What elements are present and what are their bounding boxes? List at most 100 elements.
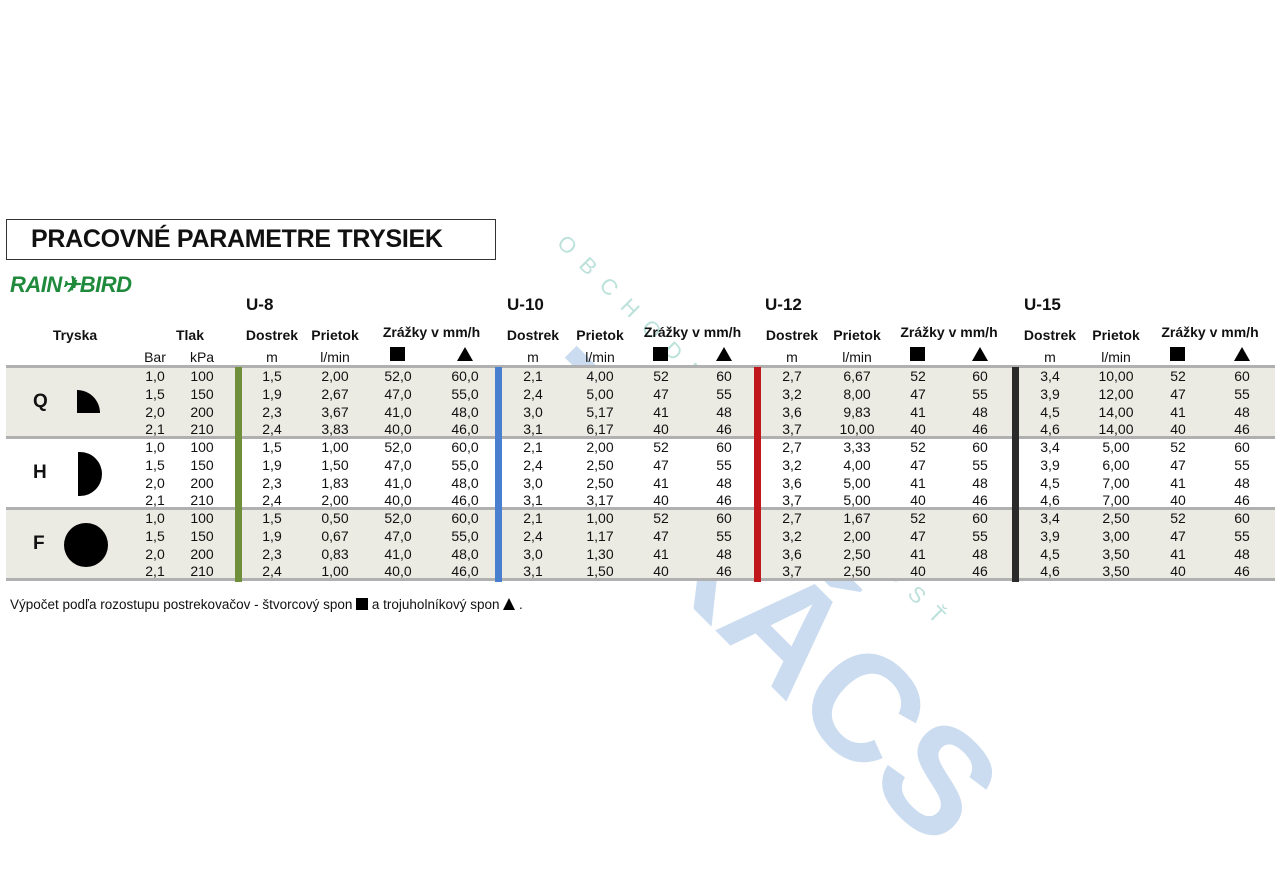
unit-m: m [786,349,798,365]
table-cell: 4,6 [1040,492,1060,509]
table-cell: 100 [190,439,214,455]
model-title-u-15: U-15 [1024,295,1061,314]
table-cell: 48 [716,474,732,491]
row-separator [6,578,1275,581]
table-cell: 52 [653,439,669,455]
header-dostrek: Dostrek [245,327,299,343]
table-cell: 2,3 [262,545,282,562]
table-cell: 4,5 [1040,403,1060,420]
table-cell: 41 [653,545,669,562]
table-cell: 46 [716,421,732,438]
table-cell: 2,7 [782,439,802,455]
table-cell: 48 [972,545,988,562]
table-cell: 200 [190,403,214,420]
table-cell: 41 [1170,403,1186,420]
table-cell: 52 [1170,510,1186,526]
table-cell: 3,1 [523,421,543,438]
table-cell: 5,00 [843,474,871,491]
table-cell: 1,9 [262,456,282,473]
table-cell: 3,4 [1040,439,1060,455]
table-cell: 40 [910,421,926,438]
table-cell: 1,17 [586,527,614,544]
triangle-spacing-icon [457,347,473,361]
header-prietok: Prietok [311,327,359,343]
header-tlak: Tlak [175,327,204,343]
table-cell: 1,50 [321,456,349,473]
table-cell: 1,67 [843,510,871,526]
table-cell: 7,00 [1102,492,1130,509]
header-zrazky: Zrážky v mm/h [900,324,998,340]
table-cell: 47 [653,385,669,402]
table-cell: 52 [653,510,669,526]
table-cell: 100 [190,510,214,526]
table-cell: 60 [972,439,988,455]
table-cell: 2,00 [843,527,871,544]
table-cell: 46 [1234,563,1250,580]
table-cell: 40,0 [384,421,412,438]
table-cell: 3,6 [782,545,802,562]
table-cell: 52 [1170,439,1186,455]
table-cell: 3,9 [1040,385,1060,402]
table-cell: 3,0 [523,403,543,420]
header-zrazky: Zrážky v mm/h [643,324,742,340]
table-cell: 1,0 [145,510,165,526]
table-cell: 4,6 [1040,421,1060,438]
group-band [6,438,1275,509]
table-cell: 55,0 [451,456,479,473]
table-cell: 55 [972,527,988,544]
triangle-spacing-icon [972,347,988,361]
header-prietok: Prietok [1092,327,1140,343]
table-cell: 47 [1170,456,1186,473]
table-cell: 52 [910,439,926,455]
table-cell: 3,2 [782,385,802,402]
table-cell: 52 [910,510,926,526]
header-tryska: Tryska [52,327,98,343]
table-cell: 2,50 [843,563,871,580]
table-cell: 210 [190,492,214,509]
table-cell: 41,0 [384,545,412,562]
table-cell: 3,2 [782,527,802,544]
table-cell: 8,00 [843,385,871,402]
group-band [6,509,1275,580]
triangle-spacing-icon [503,598,516,610]
table-cell: 1,5 [145,385,165,402]
table-cell: 3,50 [1102,563,1130,580]
table-cell: 5,00 [843,492,871,509]
table-cell: 41 [910,403,926,420]
square-spacing-icon [653,347,668,361]
unit-lmin: l/min [585,349,615,365]
table-cell: 3,83 [321,421,349,438]
table-cell: 0,83 [321,545,349,562]
table-cell: 2,1 [145,421,165,438]
table-cell: 2,50 [843,545,871,562]
table-cell: 52,0 [384,439,412,455]
table-cell: 55 [1234,385,1250,402]
table-cell: 55,0 [451,527,479,544]
header-zrazky: Zrážky v mm/h [1161,324,1259,340]
triangle-spacing-icon [716,347,732,361]
model-divider-u12 [754,367,761,582]
table-cell: 52,0 [384,368,412,384]
table-cell: 3,33 [843,439,871,455]
table-cell: 40 [910,563,926,580]
table-cell: 47,0 [384,456,412,473]
table-cell: 60 [1234,439,1250,455]
table-cell: 3,9 [1040,456,1060,473]
table-cell: 46,0 [451,421,479,438]
unit-lmin: l/min [1101,349,1131,365]
nozzle-full-circle-icon [64,523,108,567]
table-cell: 1,00 [586,510,614,526]
table-cell: 1,50 [586,563,614,580]
table-cell: 1,5 [145,527,165,544]
table-cell: 3,0 [523,545,543,562]
unit-m: m [266,349,278,365]
table-cell: 41 [653,474,669,491]
table-cell: 60 [716,439,732,455]
square-spacing-icon [356,598,369,610]
group-band [6,367,1275,438]
header-zrazky: Zrážky v mm/h [382,324,481,340]
table-cell: 1,0 [145,439,165,455]
row-separator [6,507,1275,510]
table-cell: 60 [972,368,988,384]
table-cell: 3,9 [1040,527,1060,544]
